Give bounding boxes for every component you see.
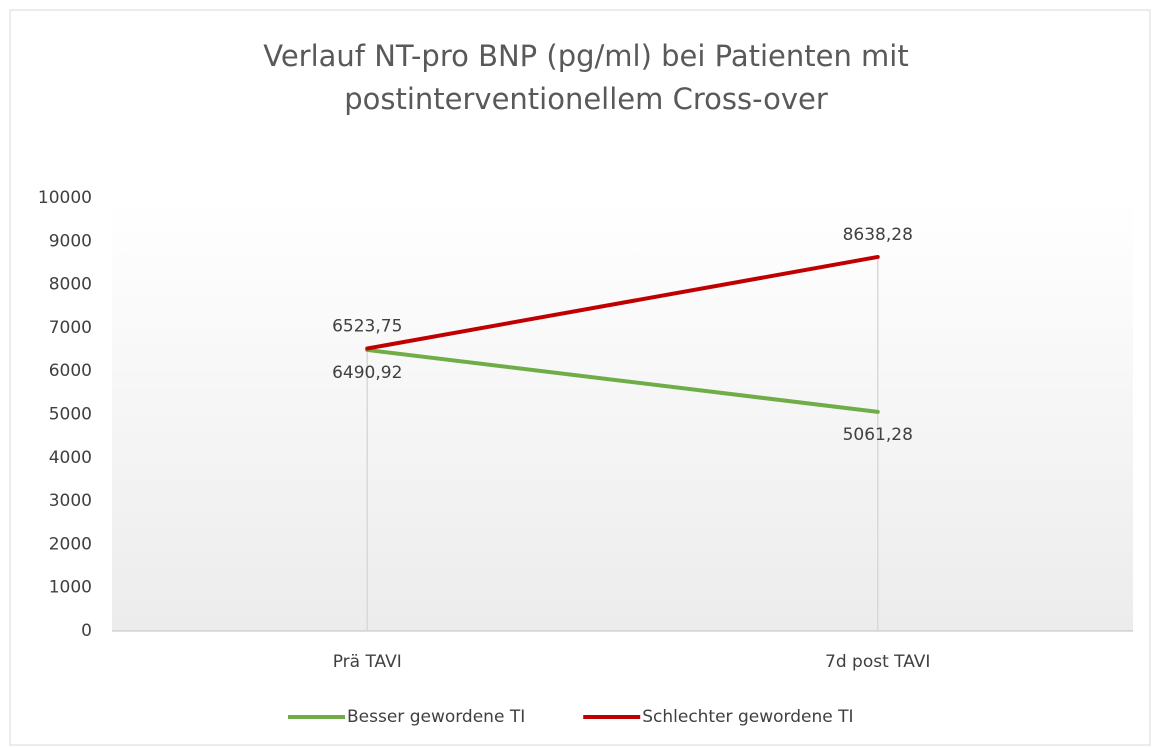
data-label: 5061,28 <box>843 425 913 445</box>
y-tick-label: 10000 <box>38 188 92 208</box>
series-line <box>365 254 880 351</box>
data-label: 6523,75 <box>332 317 402 337</box>
x-tick-label: Prä TAVI <box>333 652 402 672</box>
y-tick-label: 2000 <box>49 534 92 554</box>
plot-area <box>112 198 1133 631</box>
y-tick-label: 6000 <box>49 361 92 381</box>
x-tick-label: 7d post TAVI <box>825 652 930 672</box>
chart-title: Verlauf NT-pro BNP (pg/ml) bei Patienten… <box>263 39 909 73</box>
legend-label: Schlechter gewordene TI <box>642 707 853 727</box>
legend-label: Besser gewordene TI <box>347 707 525 727</box>
data-label: 6490,92 <box>332 363 402 383</box>
y-tick-label: 8000 <box>49 275 92 295</box>
data-label: 8638,28 <box>843 225 913 245</box>
y-tick-label: 0 <box>81 621 92 641</box>
chart-title: postinterventionellem Cross-over <box>344 82 828 116</box>
y-tick-label: 7000 <box>49 318 92 338</box>
y-tick-label: 4000 <box>49 448 92 468</box>
y-tick-label: 5000 <box>49 405 92 425</box>
y-tick-label: 9000 <box>49 231 92 251</box>
series-line <box>365 347 880 414</box>
y-tick-label: 3000 <box>49 491 92 511</box>
y-tick-label: 1000 <box>49 578 92 598</box>
